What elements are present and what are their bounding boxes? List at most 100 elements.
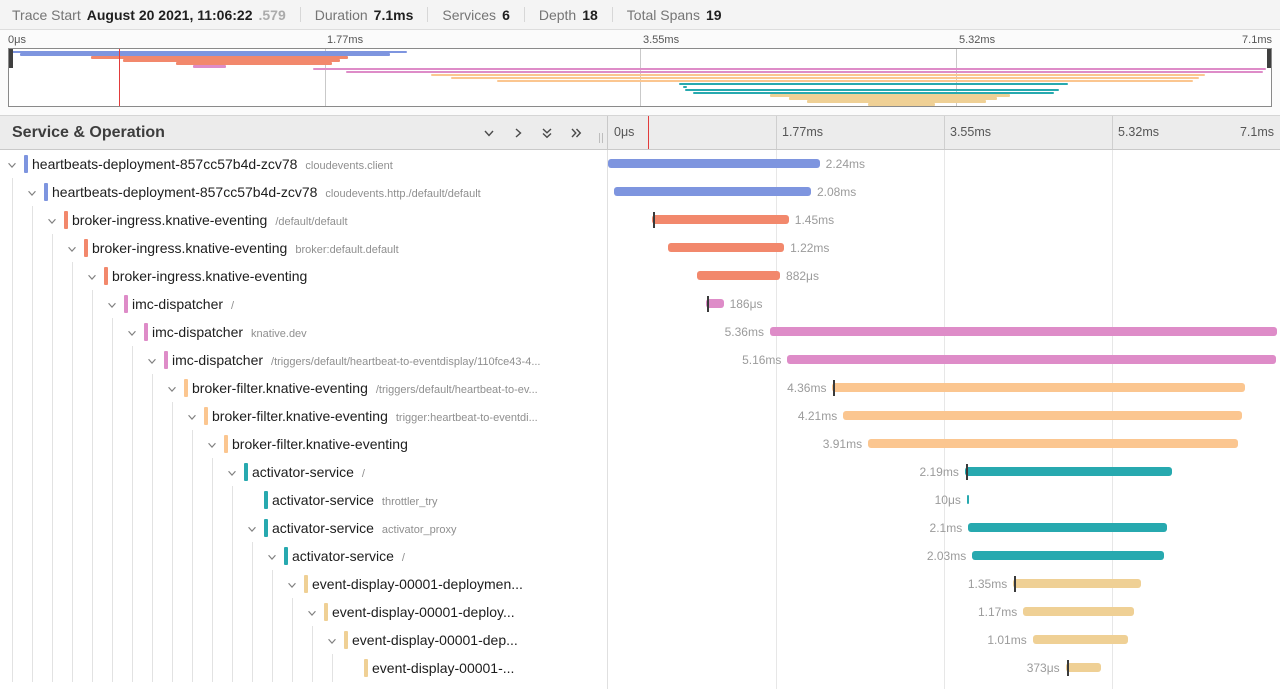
span-bar[interactable]	[1065, 663, 1102, 672]
span-bar[interactable]	[1013, 579, 1141, 588]
span-name-cell[interactable]: imc-dispatcher /	[0, 290, 608, 318]
collapse-chevron-icon[interactable]	[46, 214, 60, 228]
span-name-cell[interactable]: imc-dispatcher knative.dev	[0, 318, 608, 346]
span-name-cell[interactable]: event-display-00001-deploymen...	[0, 570, 608, 598]
span-row[interactable]: heartbeats-deployment-857cc57b4d-zcv78 cl…	[0, 150, 1280, 178]
collapse-chevron-icon[interactable]	[206, 438, 220, 452]
collapse-chevron-icon[interactable]	[126, 326, 140, 340]
span-row[interactable]: imc-dispatcher/triggers/default/heartbea…	[0, 346, 1280, 374]
span-row[interactable]: event-display-00001-... 373μs	[0, 654, 1280, 682]
span-row[interactable]: activator-service / 2.19ms	[0, 458, 1280, 486]
span-timeline-cell[interactable]: 373μs	[608, 654, 1280, 682]
span-bar[interactable]	[832, 383, 1246, 392]
span-name-cell[interactable]: heartbeats-deployment-857cc57b4d-zcv78 cl…	[0, 150, 608, 178]
collapse-chevron-icon[interactable]	[306, 606, 320, 620]
span-name-cell[interactable]: broker-ingress.knative-eventing/default/…	[0, 206, 608, 234]
span-row[interactable]: event-display-00001-dep... 1.01ms	[0, 626, 1280, 654]
span-name-cell[interactable]: activator-service /	[0, 542, 608, 570]
span-timeline-cell[interactable]: 4.21ms	[608, 402, 1280, 430]
span-timeline-cell[interactable]: 2.08ms	[608, 178, 1280, 206]
chevron-down-icon[interactable]	[482, 126, 496, 140]
column-divider[interactable]	[607, 150, 608, 689]
collapse-chevron-icon[interactable]	[106, 298, 120, 312]
span-timeline-cell[interactable]: 2.03ms	[608, 542, 1280, 570]
span-timeline-cell[interactable]: 3.91ms	[608, 430, 1280, 458]
span-bar[interactable]	[1032, 635, 1129, 644]
span-bar[interactable]	[769, 327, 1278, 336]
minimap-canvas[interactable]	[8, 48, 1272, 107]
collapse-chevron-icon[interactable]	[226, 466, 240, 480]
collapse-chevron-icon[interactable]	[186, 410, 200, 424]
span-timeline-cell[interactable]: 2.19ms	[608, 458, 1280, 486]
span-name-cell[interactable]: broker-filter.knative-eventing/triggers/…	[0, 374, 608, 402]
span-row[interactable]: activator-service throttler_try 10μs	[0, 486, 1280, 514]
column-resizer-grip[interactable]	[599, 133, 603, 143]
span-bar[interactable]	[868, 439, 1239, 448]
span-bar[interactable]	[964, 467, 1172, 476]
span-bar[interactable]	[787, 355, 1276, 364]
span-row[interactable]: heartbeats-deployment-857cc57b4d-zcv78 cl…	[0, 178, 1280, 206]
span-bar[interactable]	[614, 187, 811, 196]
collapse-chevron-icon[interactable]	[26, 186, 40, 200]
span-timeline-cell[interactable]: 1.17ms	[608, 598, 1280, 626]
span-name-cell[interactable]: broker-ingress.knative-eventing	[0, 262, 608, 290]
span-bar[interactable]	[966, 495, 969, 504]
span-row[interactable]: event-display-00001-deploy... 1.17ms	[0, 598, 1280, 626]
collapse-chevron-icon[interactable]	[166, 382, 180, 396]
span-row[interactable]: activator-service activator_proxy 2.1ms	[0, 514, 1280, 542]
collapse-chevron-icon[interactable]	[286, 578, 300, 592]
collapse-chevron-icon[interactable]	[246, 522, 260, 536]
span-row[interactable]: broker-filter.knative-eventing 3.91ms	[0, 430, 1280, 458]
span-bar[interactable]	[668, 243, 785, 252]
collapse-chevron-icon[interactable]	[146, 354, 160, 368]
span-name-cell[interactable]: activator-service throttler_try	[0, 486, 608, 514]
minimap-left-scrub-handle[interactable]	[9, 49, 13, 68]
span-name-cell[interactable]: event-display-00001-dep...	[0, 626, 608, 654]
span-name-cell[interactable]: heartbeats-deployment-857cc57b4d-zcv78 cl…	[0, 178, 608, 206]
span-bar[interactable]	[972, 551, 1165, 560]
span-row[interactable]: imc-dispatcher knative.dev 5.36ms	[0, 318, 1280, 346]
span-bar[interactable]	[608, 159, 820, 168]
collapse-chevron-icon[interactable]	[86, 270, 100, 284]
collapse-chevron-icon[interactable]	[326, 634, 340, 648]
span-timeline-cell[interactable]: 2.24ms	[608, 150, 1280, 178]
span-timeline-cell[interactable]: 882μs	[608, 262, 1280, 290]
span-name-cell[interactable]: activator-service /	[0, 458, 608, 486]
collapse-chevron-icon[interactable]	[66, 242, 80, 256]
span-bar[interactable]	[651, 215, 789, 224]
span-name-cell[interactable]: event-display-00001-deploy...	[0, 598, 608, 626]
span-name-cell[interactable]: broker-filter.knative-eventing	[0, 430, 608, 458]
span-name-cell[interactable]: broker-filter.knative-eventing trigger:he…	[0, 402, 608, 430]
span-row[interactable]: activator-service / 2.03ms	[0, 542, 1280, 570]
span-bar[interactable]	[706, 299, 724, 308]
collapse-chevron-icon[interactable]	[266, 550, 280, 564]
span-name-cell[interactable]: activator-service activator_proxy	[0, 514, 608, 542]
span-timeline-cell[interactable]: 1.22ms	[608, 234, 1280, 262]
span-timeline-cell[interactable]: 4.36ms	[608, 374, 1280, 402]
double-chevron-right-icon[interactable]	[569, 126, 583, 140]
span-timeline-cell[interactable]: 1.01ms	[608, 626, 1280, 654]
span-timeline-cell[interactable]: 1.45ms	[608, 206, 1280, 234]
span-bar[interactable]	[1023, 607, 1135, 616]
span-name-cell[interactable]: broker-ingress.knative-eventing broker:de…	[0, 234, 608, 262]
span-timeline-cell[interactable]: 186μs	[608, 290, 1280, 318]
span-row[interactable]: broker-ingress.knative-eventing 882μs	[0, 262, 1280, 290]
double-chevron-down-icon[interactable]	[540, 126, 554, 140]
collapse-chevron-icon[interactable]	[6, 158, 20, 172]
span-row[interactable]: broker-ingress.knative-eventing broker:de…	[0, 234, 1280, 262]
span-row[interactable]: broker-filter.knative-eventing/triggers/…	[0, 374, 1280, 402]
span-timeline-cell[interactable]: 1.35ms	[608, 570, 1280, 598]
span-bar[interactable]	[968, 523, 1168, 532]
span-row[interactable]: broker-filter.knative-eventing trigger:he…	[0, 402, 1280, 430]
minimap-right-scrub-handle[interactable]	[1267, 49, 1271, 68]
span-timeline-cell[interactable]: 5.16ms	[608, 346, 1280, 374]
chevron-right-icon[interactable]	[511, 126, 525, 140]
span-bar[interactable]	[843, 411, 1242, 420]
span-row[interactable]: imc-dispatcher / 186μs	[0, 290, 1280, 318]
span-timeline-cell[interactable]: 10μs	[608, 486, 1280, 514]
span-timeline-cell[interactable]: 5.36ms	[608, 318, 1280, 346]
span-name-cell[interactable]: imc-dispatcher/triggers/default/heartbea…	[0, 346, 608, 374]
timeline-header[interactable]: 0μs 1.77ms 3.55ms 5.32ms 7.1ms	[608, 116, 1280, 149]
span-bar[interactable]	[696, 271, 781, 280]
span-row[interactable]: broker-ingress.knative-eventing/default/…	[0, 206, 1280, 234]
